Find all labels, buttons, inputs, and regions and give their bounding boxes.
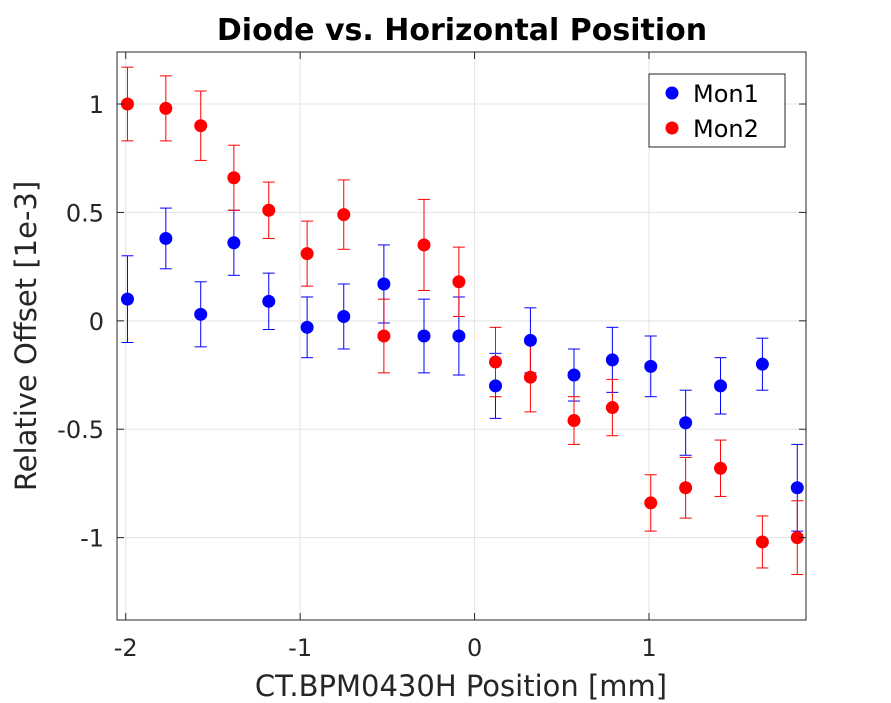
data-point-mon2	[755, 535, 769, 549]
data-point-mon1	[567, 368, 581, 382]
data-point-mon1	[489, 379, 503, 393]
x-tick-label: 1	[641, 634, 656, 662]
data-point-mon2	[679, 481, 693, 495]
x-axis-label: CT.BPM0430H Position [mm]	[255, 669, 667, 703]
legend-label-mon2: Mon2	[693, 115, 759, 143]
data-point-mon2	[337, 208, 351, 222]
data-point-mon2	[489, 355, 503, 369]
chart-title: Diode vs. Horizontal Position	[217, 13, 707, 48]
x-tick-label: 0	[467, 634, 482, 662]
data-point-mon1	[452, 329, 466, 343]
data-point-mon2	[120, 97, 134, 111]
data-point-mon2	[300, 247, 314, 261]
data-point-mon1	[337, 309, 351, 323]
y-axis-label: Relative Offset [1e-3]	[9, 181, 43, 491]
data-point-mon1	[227, 236, 241, 250]
data-point-mon1	[120, 292, 134, 306]
point-layer	[120, 97, 804, 549]
data-point-mon2	[417, 238, 431, 252]
data-point-mon2	[790, 531, 804, 545]
data-point-mon1	[159, 231, 173, 245]
legend-marker-mon1	[665, 86, 679, 100]
data-point-mon1	[377, 277, 391, 291]
data-point-mon2	[227, 171, 241, 185]
data-point-mon2	[523, 370, 537, 384]
tick-layer: -2 -1 0 1 -1 -0.5 0 0.5 1	[57, 52, 806, 662]
legend-marker-mon2	[665, 121, 679, 135]
data-point-mon1	[300, 320, 314, 334]
data-point-mon2	[377, 329, 391, 343]
data-point-mon2	[194, 119, 208, 133]
data-point-mon2	[714, 461, 728, 475]
legend: Mon1 Mon2	[648, 73, 786, 148]
data-point-mon2	[262, 203, 276, 217]
data-point-mon1	[194, 307, 208, 321]
data-point-mon1	[790, 481, 804, 495]
x-tick-label: -2	[114, 634, 138, 662]
data-point-mon2	[452, 275, 466, 289]
y-tick-label: 0.5	[66, 199, 104, 227]
data-point-mon1	[262, 294, 276, 308]
data-point-mon1	[679, 416, 693, 430]
data-point-mon1	[605, 353, 619, 367]
y-tick-label: -0.5	[57, 416, 104, 444]
data-point-mon2	[567, 414, 581, 428]
data-point-mon2	[159, 101, 173, 115]
x-tick-label: -1	[288, 634, 312, 662]
data-point-mon1	[644, 359, 658, 373]
data-point-mon2	[644, 496, 658, 510]
y-tick-label: 0	[89, 308, 104, 336]
legend-box	[648, 73, 786, 148]
plot-frame	[116, 51, 807, 621]
y-tick-label: 1	[89, 91, 104, 119]
data-point-mon1	[417, 329, 431, 343]
data-point-mon1	[755, 357, 769, 371]
data-point-mon1	[523, 333, 537, 347]
y-tick-label: -1	[80, 525, 104, 553]
legend-label-mon1: Mon1	[693, 80, 759, 108]
data-point-mon1	[714, 379, 728, 393]
data-point-mon2	[605, 401, 619, 415]
